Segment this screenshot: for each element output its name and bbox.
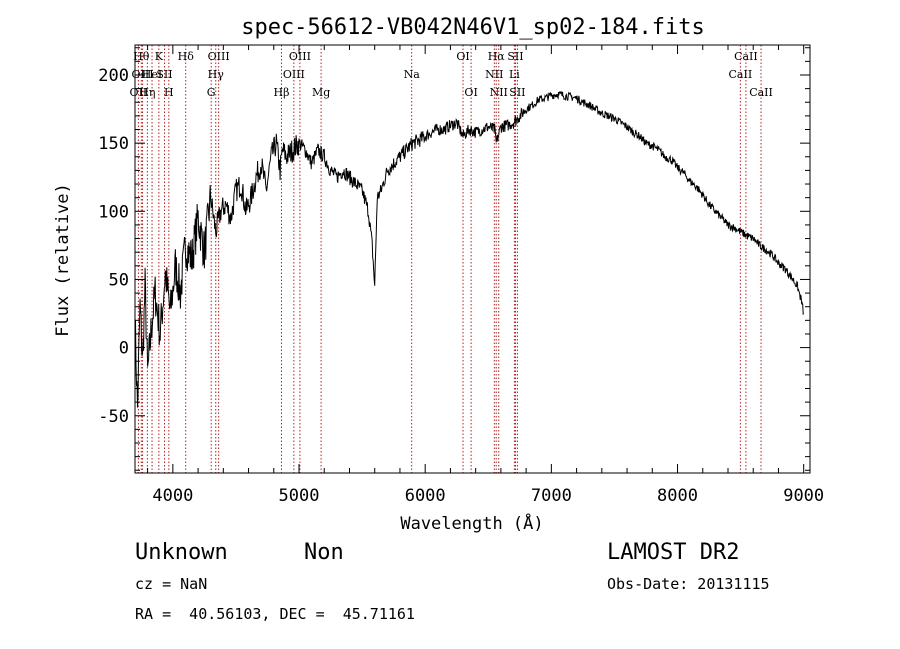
line-marker-label-26: CaII <box>734 50 758 63</box>
line-marker-label-23: SII <box>507 50 523 63</box>
line-marker-label-24: SII <box>509 86 525 99</box>
y-tick-label-4: 150 <box>98 134 129 154</box>
line-marker-label-4: HeI <box>142 68 162 81</box>
line-marker-label-27: CaII <box>749 86 773 99</box>
line-marker-label-21: NII <box>490 86 508 99</box>
line-marker-label-12: Hβ <box>274 86 290 99</box>
survey-label: LAMOST DR2 <box>607 540 739 565</box>
y-axis-label: Flux (relative) <box>53 183 73 337</box>
coordinates-label: RA = 40.56103, DEC = 45.71161 <box>135 605 415 623</box>
x-axis-ticks: 4000 5000 6000 7000 8000 9000 <box>147 45 824 506</box>
line-marker-label-8: Hδ <box>178 50 195 63</box>
line-marker-label-17: OI <box>456 50 469 63</box>
y-axis-ticks: -50 0 50 100 150 200 <box>98 47 810 471</box>
spectral-line-labels: OIIHθOIIIHηHeIKSIIHHδGHγOIIIHβOIIIOIIIMg… <box>130 50 773 99</box>
line-marker-label-15: Mg <box>312 86 330 99</box>
chart-title: spec-56612-VB042N46V1_sp02-184.fits <box>241 15 705 40</box>
line-marker-label-0: OII <box>130 86 148 99</box>
line-marker-label-11: OIII <box>208 50 230 63</box>
line-marker-label-9: G <box>207 86 216 99</box>
spectrum-line <box>134 90 805 408</box>
line-marker-label-20: Hα <box>488 50 506 63</box>
x-tick-label-4: 8000 <box>657 486 698 506</box>
line-marker-label-22: Li <box>509 68 520 81</box>
x-tick-label-0: 4000 <box>152 486 193 506</box>
obs-date-label: Obs-Date: 20131115 <box>607 575 770 593</box>
line-marker-label-10: Hγ <box>208 68 225 81</box>
y-tick-label-2: 50 <box>109 270 129 290</box>
x-tick-label-2: 6000 <box>405 486 446 506</box>
y-tick-label-5: 200 <box>98 66 129 86</box>
line-marker-label-7: H <box>164 86 174 99</box>
line-marker-label-5: K <box>155 50 164 63</box>
y-tick-label-3: 100 <box>98 202 129 222</box>
line-marker-label-1: Hθ <box>133 50 150 63</box>
line-marker-label-14: OIII <box>289 50 311 63</box>
spectral-line-markers <box>137 45 762 473</box>
line-marker-label-13: OIII <box>283 68 305 81</box>
line-marker-label-19: NII <box>485 68 503 81</box>
redshift-label: cz = NaN <box>135 575 207 593</box>
line-marker-label-6: SII <box>156 68 172 81</box>
spectral-subclass-label: Non <box>304 540 344 565</box>
x-tick-label-1: 5000 <box>279 486 320 506</box>
line-marker-label-3: Hη <box>139 86 155 99</box>
line-marker-label-16: Na <box>404 68 421 81</box>
x-tick-label-3: 7000 <box>531 486 572 506</box>
y-tick-label-1: 0 <box>119 339 129 359</box>
x-axis-label: Wavelength (Å) <box>400 512 543 534</box>
x-tick-label-5: 9000 <box>783 486 824 506</box>
line-marker-label-18: OI <box>464 86 477 99</box>
spectral-class-label: Unknown <box>135 540 228 565</box>
plot-frame <box>134 44 811 474</box>
y-tick-label-0: -50 <box>98 407 129 427</box>
line-marker-label-25: CaII <box>729 68 753 81</box>
